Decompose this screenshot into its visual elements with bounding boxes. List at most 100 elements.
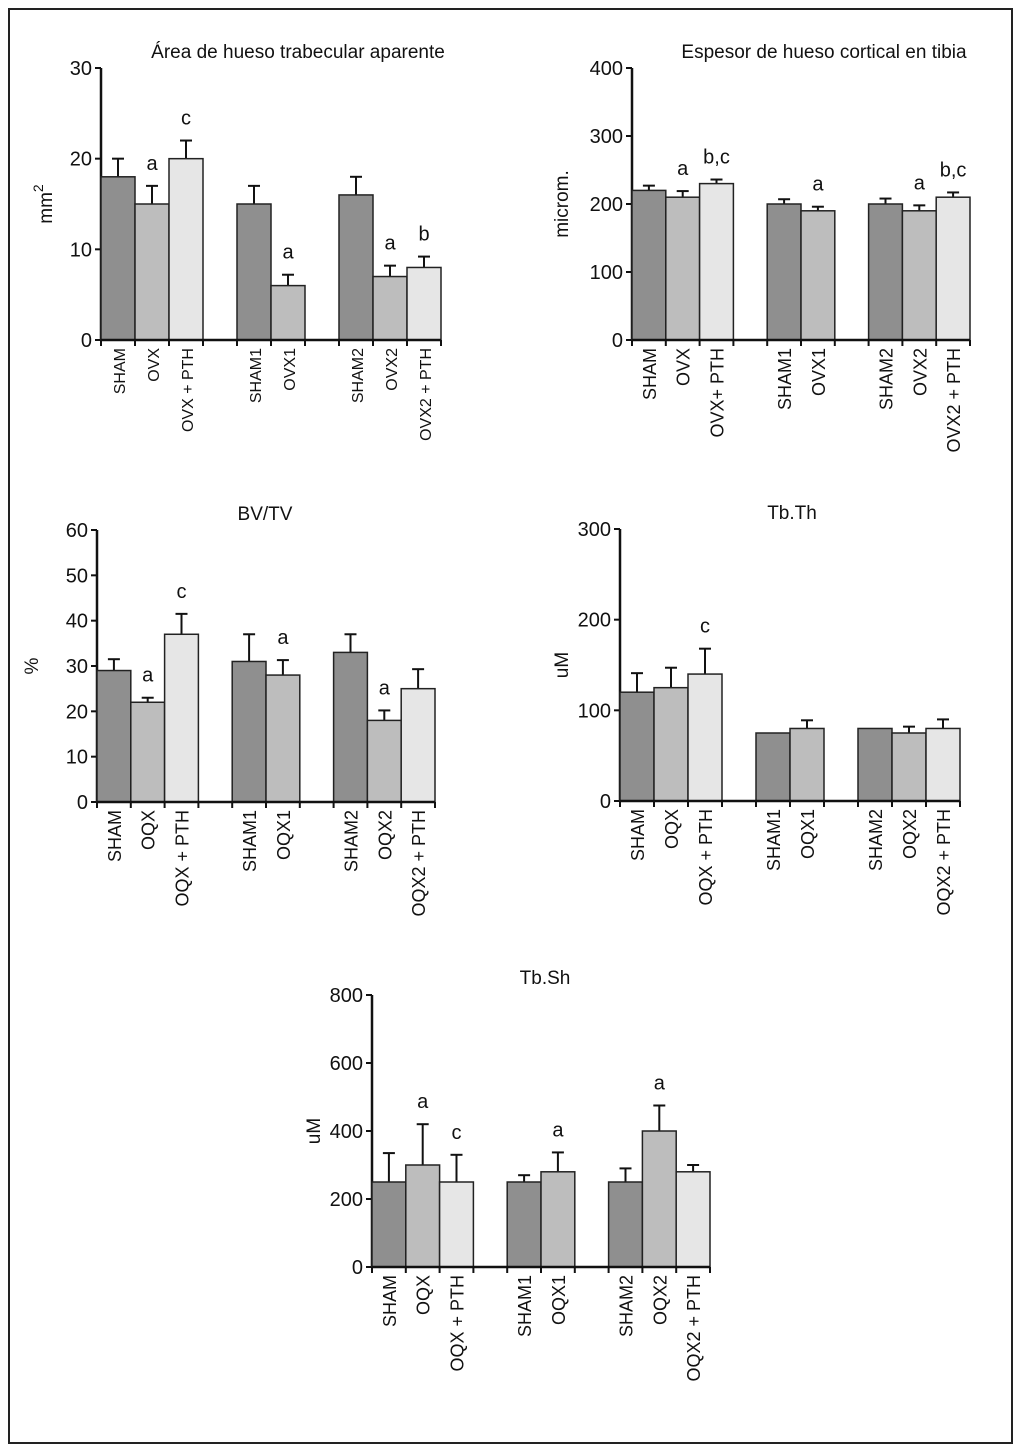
x-tick-label: SHAM1 xyxy=(775,348,795,410)
bar-sham xyxy=(631,189,667,341)
bar-ovx1 xyxy=(800,210,836,341)
significance-label: a xyxy=(552,1119,564,1141)
y-tick-label: 100 xyxy=(590,262,623,284)
significance-label: a xyxy=(654,1073,666,1095)
bar-oqx2 xyxy=(891,732,927,802)
chart-title: Área de hueso trabecular aparente xyxy=(151,42,445,63)
x-tick-label: OVX xyxy=(674,348,694,386)
y-tick-label: 800 xyxy=(330,985,363,1007)
significance-label: a xyxy=(812,174,824,196)
y-axis-label: % xyxy=(22,657,43,674)
bar-sham2 xyxy=(857,727,893,802)
x-tick-label: OVX2 + PTH xyxy=(418,348,435,441)
bar-sham1 xyxy=(506,1181,542,1268)
y-tick-label: 400 xyxy=(590,58,623,80)
x-tick-label: OQX2 + PTH xyxy=(684,1275,704,1382)
y-tick-label: 0 xyxy=(77,792,88,814)
x-tick-label: OQX + PTH xyxy=(448,1275,468,1372)
bar-ovx1 xyxy=(270,284,306,341)
y-tick-label: 10 xyxy=(66,747,88,769)
x-tick-label: SHAM2 xyxy=(350,348,367,403)
bar-oqx2 xyxy=(366,719,402,803)
y-tick-label: 100 xyxy=(578,700,611,722)
significance-label: a xyxy=(417,1091,429,1113)
y-tick-label: 200 xyxy=(578,610,611,632)
significance-label: a xyxy=(277,627,289,649)
bar-sham2 xyxy=(332,651,369,803)
bar-sham xyxy=(100,176,136,341)
x-tick-label: SHAM xyxy=(112,348,129,394)
x-tick-label: OQX1 xyxy=(549,1275,569,1325)
bar-ovx2 xyxy=(901,210,937,341)
x-tick-label: OVX2 xyxy=(384,348,401,391)
bar-ovx xyxy=(665,196,701,341)
x-tick-label: SHAM xyxy=(105,810,125,862)
significance-label: a xyxy=(379,677,391,699)
y-tick-label: 60 xyxy=(66,520,88,542)
bar-ovx2-pth xyxy=(935,196,971,341)
x-tick-label: OQX1 xyxy=(798,809,818,859)
bar-sham xyxy=(371,1181,407,1268)
y-tick-label: 0 xyxy=(81,330,92,352)
y-tick-label: 600 xyxy=(330,1053,363,1075)
bar-oqx1 xyxy=(265,674,301,803)
chart-tbth: Tb.Th uM 0 100 200 300 SHAM OQX c OQX + PTH SHAM1 O… xyxy=(552,503,961,916)
y-tick-label: 300 xyxy=(590,126,623,148)
significance-label: a xyxy=(384,233,396,255)
x-tick-label: SHAM2 xyxy=(866,809,886,871)
x-tick-label: SHAM2 xyxy=(617,1275,637,1337)
bar-oqx xyxy=(130,701,166,803)
bar-sham xyxy=(619,691,655,802)
bar-sham xyxy=(96,669,132,803)
bar-oqx2-pth xyxy=(675,1171,711,1268)
y-tick-label: 30 xyxy=(66,656,88,678)
chart-title: Tb.Th xyxy=(767,503,817,524)
x-tick-label: OQX2 + PTH xyxy=(409,810,429,917)
bar-oqx-pth xyxy=(438,1181,475,1268)
y-tick-label: 20 xyxy=(66,701,88,723)
chart-title: Tb.Sh xyxy=(520,968,571,989)
bar-oqx2-pth xyxy=(925,727,961,802)
y-tick-label: 10 xyxy=(70,239,92,261)
x-tick-label: OVX2 + PTH xyxy=(944,348,964,453)
y-tick-label: 30 xyxy=(70,58,92,80)
y-axis-label: uM xyxy=(552,652,573,678)
x-tick-label: OQX2 + PTH xyxy=(934,809,954,916)
x-tick-label: SHAM1 xyxy=(764,809,784,871)
bar-oqx2 xyxy=(641,1130,677,1268)
x-tick-label: OQX2 xyxy=(375,810,395,860)
chart-title: BV/TV xyxy=(238,504,293,525)
y-tick-label: 200 xyxy=(590,194,623,216)
x-tick-label: SHAM2 xyxy=(342,810,362,872)
significance-label: a xyxy=(677,158,689,180)
y-tick-label: 40 xyxy=(66,611,88,633)
x-tick-label: SHAM1 xyxy=(515,1275,535,1337)
y-axis-label-superscript: 2 xyxy=(30,184,46,192)
bar-sham1 xyxy=(236,203,272,341)
y-axis-label: uM xyxy=(304,1118,325,1144)
bar-oqx-pth xyxy=(687,673,723,802)
x-tick-label: OVX1 xyxy=(282,348,299,391)
significance-label: a xyxy=(142,665,154,687)
y-tick-label: 0 xyxy=(600,791,611,813)
x-tick-label: SHAM1 xyxy=(240,810,260,872)
bar-ovx2-pth xyxy=(406,266,442,341)
x-tick-label: OVX xyxy=(146,348,163,382)
significance-label: c xyxy=(181,108,191,130)
x-tick-label: OQX xyxy=(139,810,159,850)
x-tick-label: SHAM xyxy=(380,1275,400,1327)
chart-title: Espesor de hueso cortical en tibia xyxy=(681,42,967,63)
significance-label: c xyxy=(700,616,710,638)
y-tick-label: 200 xyxy=(330,1189,363,1211)
bar-sham1 xyxy=(766,203,802,341)
chart-area: Área de hueso trabecular aparente mm2 0 10 2… xyxy=(30,42,445,441)
y-tick-label: 300 xyxy=(578,519,611,541)
significance-label: a xyxy=(282,242,294,264)
y-tick-label: 0 xyxy=(612,330,623,352)
chart-tbsh: Tb.Sh uM 0 200 400 600 800 SHAM a OQX c OQX + PTH SH… xyxy=(304,968,711,1382)
x-tick-label: OQX xyxy=(662,809,682,849)
x-tick-label: OQX2 xyxy=(650,1275,670,1325)
significance-label: b,c xyxy=(940,159,967,181)
y-tick-label: 400 xyxy=(330,1121,363,1143)
x-tick-label: SHAM xyxy=(628,809,648,861)
